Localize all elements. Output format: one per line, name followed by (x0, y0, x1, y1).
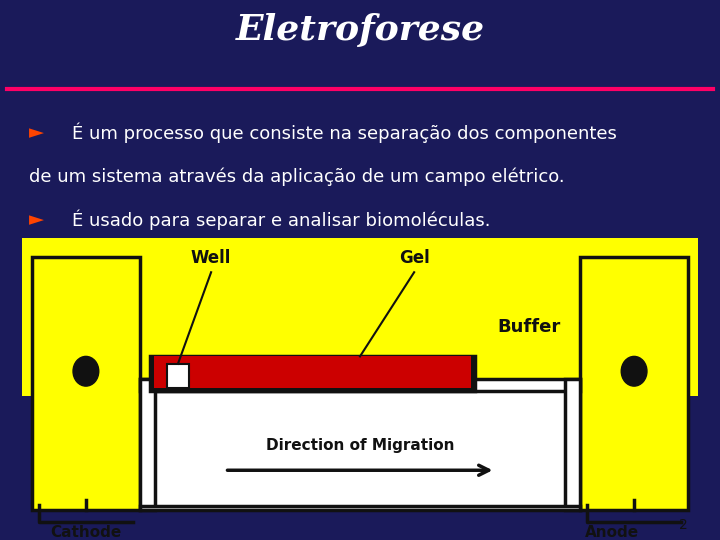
Text: Cathode: Cathode (50, 525, 122, 539)
Text: 2: 2 (680, 518, 688, 532)
Bar (140, 379, 155, 510)
Text: Gel: Gel (399, 249, 430, 267)
Bar (155, 379, 565, 510)
Text: de um sistema através da aplicação de um campo elétrico.: de um sistema através da aplicação de um… (29, 167, 564, 186)
Text: Buffer: Buffer (498, 318, 561, 336)
Bar (140, 238, 580, 396)
Text: Eletroforese: Eletroforese (235, 14, 485, 47)
Bar (580, 258, 688, 510)
Bar (150, 356, 475, 391)
Bar (140, 506, 580, 510)
Bar (140, 379, 580, 391)
Text: ►: ► (29, 123, 44, 142)
Text: Anode: Anode (585, 525, 639, 539)
Ellipse shape (73, 356, 99, 386)
Bar (22, 238, 698, 396)
Bar (154, 356, 471, 388)
Bar (565, 379, 580, 510)
Text: ►: ► (29, 210, 44, 229)
Text: É usado para separar e analisar biomoléculas.: É usado para separar e analisar biomoléc… (72, 210, 490, 231)
Text: Well: Well (191, 249, 231, 267)
Text: É um processo que consiste na separação dos componentes: É um processo que consiste na separação … (72, 123, 617, 144)
Bar (32, 258, 140, 510)
Ellipse shape (621, 356, 647, 386)
Text: Direction of Migration: Direction of Migration (266, 438, 454, 453)
Bar (167, 364, 189, 388)
